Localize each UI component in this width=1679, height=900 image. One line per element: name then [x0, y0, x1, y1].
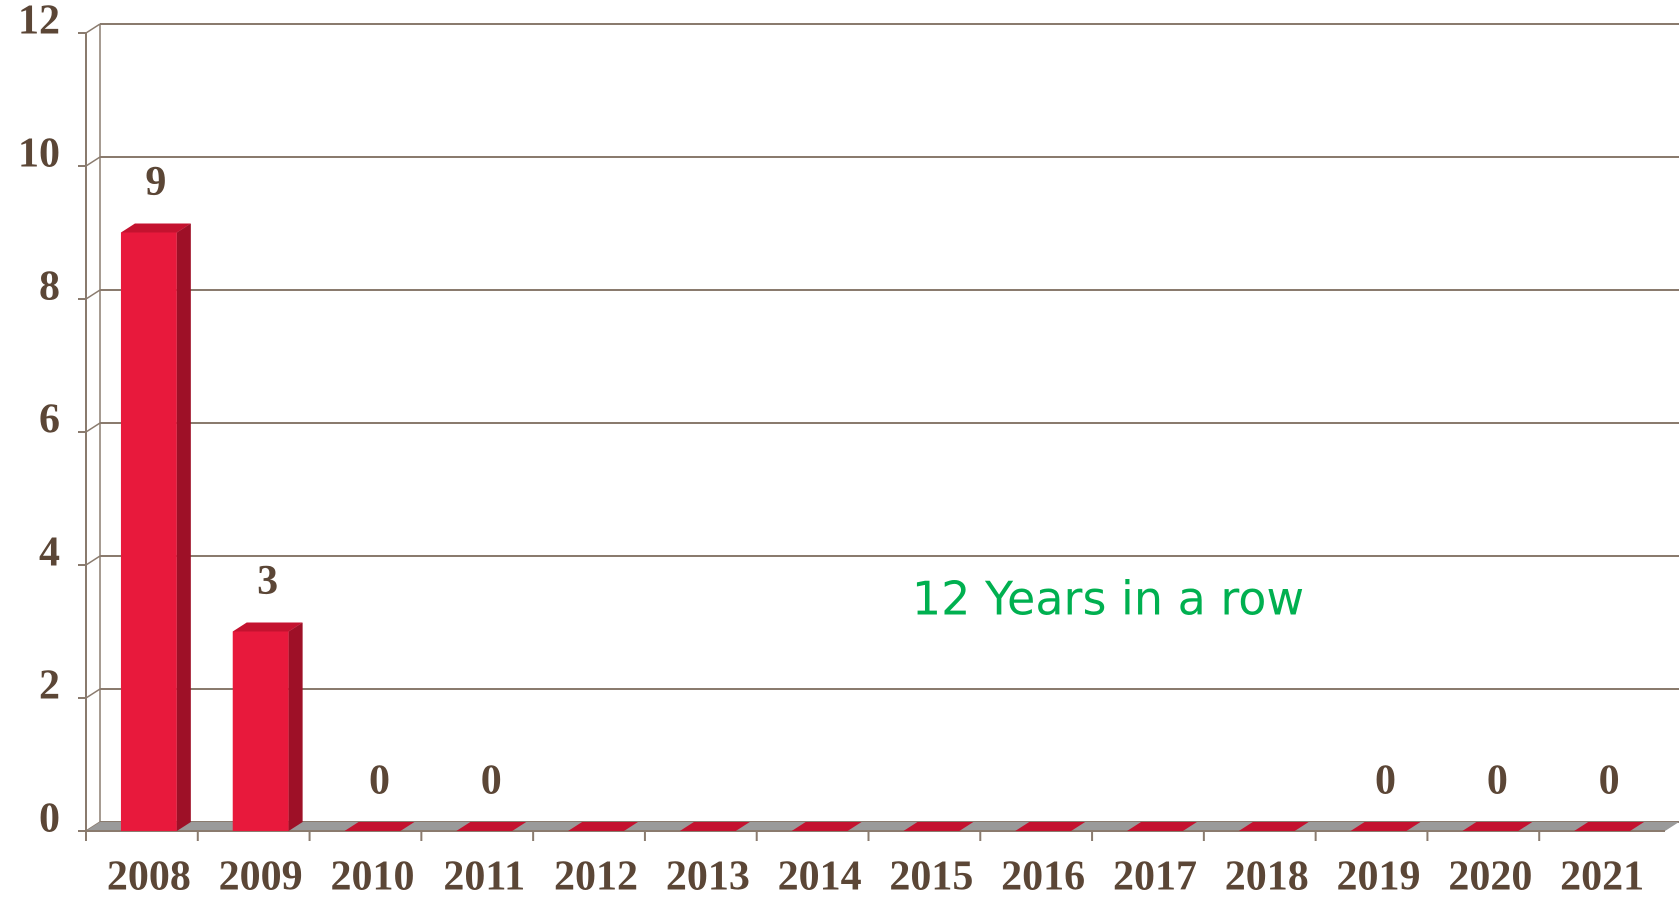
grid-line-side	[85, 156, 101, 167]
grid-line-side	[85, 688, 101, 699]
data-label: 0	[481, 758, 502, 804]
bar-front	[232, 631, 289, 831]
grid-line-side	[85, 555, 101, 566]
grid-line-side	[85, 422, 101, 433]
data-label: 9	[145, 159, 166, 205]
bar-top	[1462, 822, 1533, 831]
grid-line-side	[85, 23, 101, 34]
y-tick-label: 0	[39, 796, 60, 842]
x-tick-label: 2013	[666, 854, 750, 900]
bar-front	[120, 232, 177, 831]
x-tick-label: 2016	[1001, 854, 1085, 900]
y-tick-label: 10	[18, 131, 60, 177]
data-label: 0	[1487, 758, 1508, 804]
y-tick-label: 12	[18, 0, 60, 44]
bar-top	[1574, 822, 1645, 831]
y-tick-label: 4	[39, 530, 60, 576]
bar-side	[176, 223, 191, 831]
bar-side	[288, 622, 303, 831]
data-label: 0	[1599, 758, 1620, 804]
x-tick-label: 2017	[1113, 854, 1197, 900]
bar-top	[1015, 822, 1086, 831]
bar-top	[344, 822, 415, 831]
bar-top	[679, 822, 750, 831]
x-tick-label: 2012	[554, 854, 638, 900]
bar-top	[791, 822, 862, 831]
floor	[86, 822, 1679, 831]
x-tick-label: 2009	[219, 854, 303, 900]
grid-line-side	[85, 289, 101, 300]
data-label: 3	[257, 558, 278, 604]
x-tick-label: 2019	[1337, 854, 1421, 900]
bar-top	[1350, 822, 1421, 831]
x-tick-label: 2020	[1448, 854, 1532, 900]
x-tick-label: 2015	[889, 854, 973, 900]
bar-top	[120, 223, 191, 233]
y-tick-label: 6	[39, 397, 60, 443]
x-tick-label: 2018	[1225, 854, 1309, 900]
x-tick-label: 2014	[778, 854, 862, 900]
x-tick-label: 2008	[107, 854, 191, 900]
x-tick-label: 2010	[330, 854, 414, 900]
bar-top	[456, 822, 527, 831]
x-tick-label: 2011	[443, 854, 525, 900]
data-label: 0	[369, 758, 390, 804]
bar-top	[1127, 822, 1197, 831]
x-tick-label: 2021	[1560, 854, 1644, 900]
bar-top	[232, 622, 303, 632]
annotation: 12 Years in a row	[912, 572, 1304, 626]
bar-top	[1238, 822, 1309, 831]
data-label: 0	[1375, 758, 1396, 804]
y-tick-label: 8	[39, 264, 60, 310]
bar-top	[903, 822, 974, 831]
y-tick-label: 2	[39, 663, 60, 709]
bar-top	[568, 822, 638, 831]
